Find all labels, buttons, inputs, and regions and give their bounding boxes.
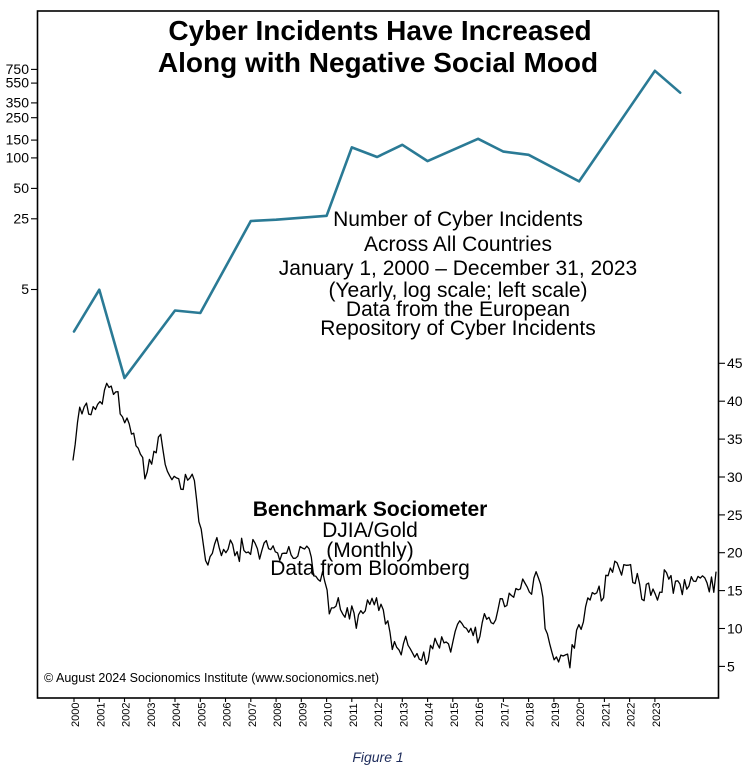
svg-text:50: 50 — [13, 180, 29, 196]
svg-text:2002: 2002 — [121, 703, 133, 727]
svg-text:2018: 2018 — [525, 703, 537, 727]
svg-text:2017: 2017 — [499, 703, 511, 727]
svg-text:2021: 2021 — [600, 703, 612, 727]
svg-text:© August 2024 Socionomics Inst: © August 2024 Socionomics Institute (www… — [44, 671, 379, 685]
svg-text:150: 150 — [6, 132, 30, 148]
svg-text:Cyber Incidents Have Increased: Cyber Incidents Have Increased — [168, 15, 591, 46]
svg-text:15: 15 — [727, 583, 743, 599]
svg-text:2000: 2000 — [70, 703, 82, 727]
svg-text:January 1, 2000 – December 31,: January 1, 2000 – December 31, 2023 — [279, 257, 637, 280]
svg-text:2022: 2022 — [626, 703, 638, 727]
svg-text:2015: 2015 — [449, 703, 461, 727]
svg-text:2005: 2005 — [196, 703, 208, 727]
svg-text:2020: 2020 — [575, 703, 587, 727]
svg-text:Along with Negative Social Moo: Along with Negative Social Mood — [158, 47, 598, 78]
svg-text:5: 5 — [21, 281, 29, 297]
svg-text:Figure 1: Figure 1 — [352, 749, 403, 765]
svg-text:40: 40 — [727, 393, 743, 409]
svg-text:350: 350 — [6, 95, 30, 111]
svg-text:100: 100 — [6, 150, 30, 166]
svg-text:250: 250 — [6, 110, 30, 126]
svg-text:2023: 2023 — [651, 703, 663, 727]
svg-text:30: 30 — [727, 469, 743, 485]
svg-text:2014: 2014 — [424, 703, 436, 727]
svg-text:2012: 2012 — [373, 703, 385, 727]
svg-text:Data from Bloomberg: Data from Bloomberg — [270, 557, 470, 580]
svg-text:2010: 2010 — [323, 703, 335, 727]
svg-text:Benchmark Sociometer: Benchmark Sociometer — [253, 498, 488, 521]
svg-text:Number of Cyber Incidents: Number of Cyber Incidents — [333, 208, 583, 231]
svg-text:550: 550 — [6, 75, 30, 91]
svg-text:Repository of Cyber Incidents: Repository of Cyber Incidents — [320, 317, 595, 340]
svg-text:2011: 2011 — [348, 703, 360, 727]
svg-text:2009: 2009 — [297, 703, 309, 727]
svg-text:25: 25 — [727, 507, 743, 523]
svg-text:5: 5 — [727, 659, 735, 675]
svg-text:2004: 2004 — [171, 703, 183, 727]
svg-text:2003: 2003 — [146, 703, 158, 727]
svg-text:25: 25 — [13, 211, 29, 227]
svg-text:2013: 2013 — [398, 703, 410, 727]
svg-text:2006: 2006 — [222, 703, 234, 727]
svg-text:Across All Countries: Across All Countries — [364, 233, 552, 256]
svg-text:10: 10 — [727, 621, 743, 637]
svg-text:2019: 2019 — [550, 703, 562, 727]
svg-text:2008: 2008 — [272, 703, 284, 727]
svg-text:2016: 2016 — [474, 703, 486, 727]
svg-text:35: 35 — [727, 431, 743, 447]
svg-text:2007: 2007 — [247, 703, 259, 727]
svg-text:2001: 2001 — [95, 703, 107, 727]
svg-text:45: 45 — [727, 355, 743, 371]
svg-text:20: 20 — [727, 545, 743, 561]
